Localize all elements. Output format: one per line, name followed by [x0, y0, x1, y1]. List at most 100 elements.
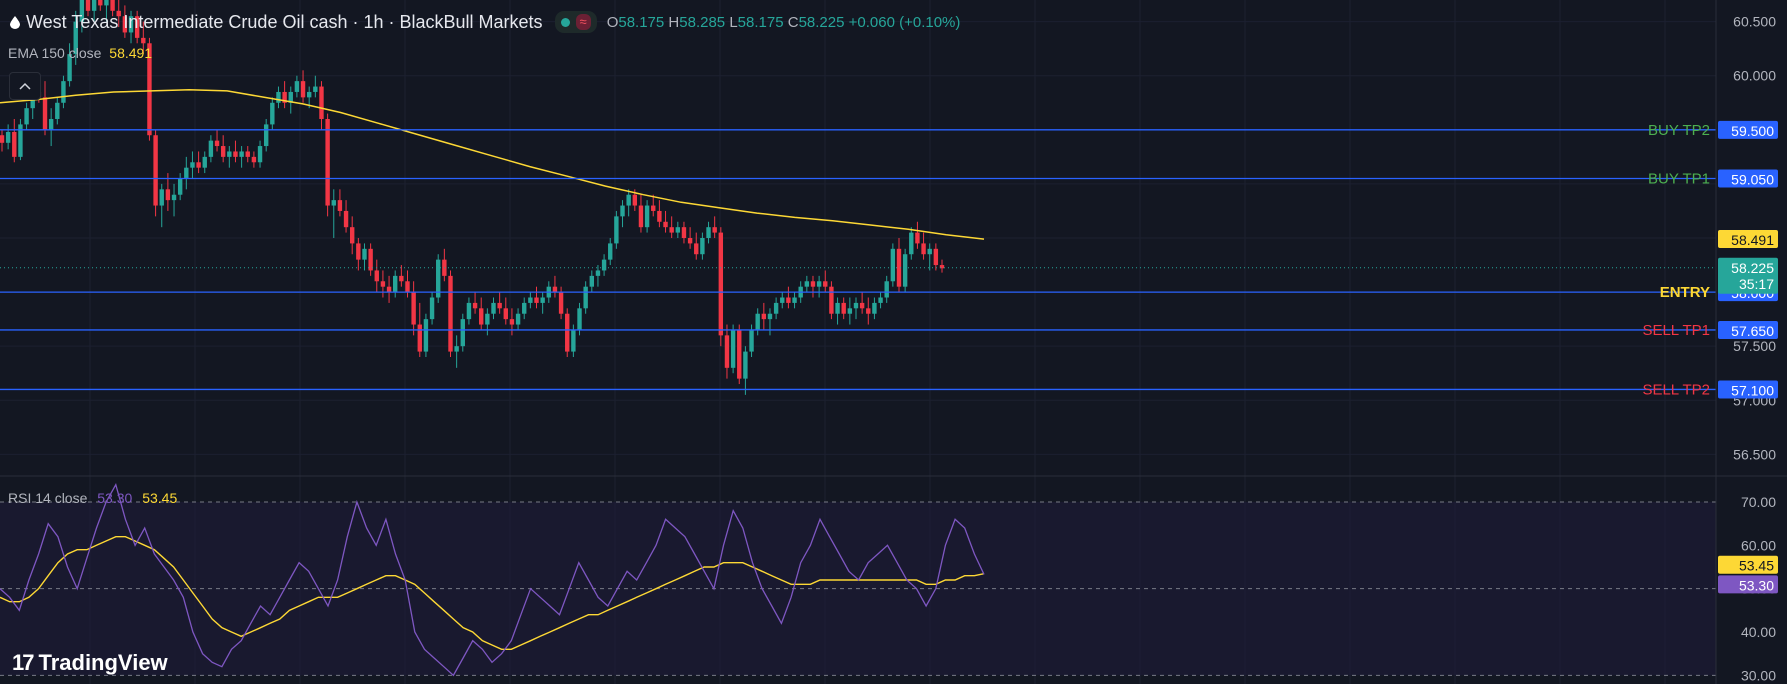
candle-body [847, 308, 853, 314]
candle [792, 292, 797, 309]
candle-body [608, 243, 613, 260]
candle-body [896, 248, 902, 287]
candle [386, 275, 392, 303]
candle [767, 308, 773, 336]
candle [153, 129, 158, 217]
candle-body [933, 248, 939, 266]
candle-body [853, 302, 859, 309]
candle-body [780, 297, 785, 303]
candle [159, 183, 164, 228]
candle [122, 5, 128, 38]
rsi-line [0, 483, 985, 677]
candle-body [823, 281, 828, 287]
candle-body [614, 216, 619, 244]
candle [442, 248, 447, 282]
candle [79, 0, 85, 33]
candle [583, 281, 588, 314]
rsi-ma-legend-value: 53.45 [142, 490, 178, 506]
level-badge: 57.100 [1718, 380, 1778, 399]
candle-body [386, 286, 392, 293]
candle [466, 297, 472, 325]
candle [460, 313, 465, 352]
tradingview-logo-text: TradingView [38, 650, 168, 675]
candle [399, 265, 404, 287]
status-glyph: ≈ [575, 14, 591, 30]
candle [233, 140, 238, 163]
candle [110, 0, 115, 17]
candle [448, 270, 453, 357]
candle-body [288, 91, 293, 103]
candle-body [104, 0, 109, 6]
candle [565, 308, 570, 357]
candle-body [540, 297, 545, 303]
candle-body [227, 151, 232, 157]
candle [866, 297, 871, 325]
candle-body [24, 108, 29, 125]
axis-badges: 59.50059.05058.00057.65057.10058.49158.2… [1718, 120, 1778, 594]
candle-body [583, 286, 588, 309]
candle-body [294, 81, 300, 92]
candle-body [110, 0, 115, 11]
candle [190, 151, 195, 179]
level-badge-text: 57.650 [1731, 323, 1774, 339]
level-badge: 59.500 [1718, 120, 1778, 139]
candle [884, 275, 889, 303]
candle [909, 227, 914, 260]
candle-body [792, 297, 797, 303]
level-badge-text: 59.050 [1731, 172, 1774, 188]
candle [177, 173, 183, 201]
candle-body [669, 227, 674, 233]
candle [423, 313, 429, 357]
candle [362, 243, 367, 271]
candle [220, 135, 226, 163]
candle-body [245, 151, 250, 157]
candle [902, 248, 908, 293]
candle-body [147, 43, 152, 136]
candle [786, 286, 791, 309]
ema-badge: 58.491 [1718, 229, 1778, 248]
candle [319, 81, 324, 130]
tradingview-logo[interactable]: 17 TradingView [12, 650, 168, 676]
candle-body [718, 232, 724, 336]
candle [712, 216, 717, 238]
candle [300, 70, 306, 103]
rsi-tick-label: 30.00 [1741, 667, 1776, 683]
candle [878, 292, 883, 309]
ema-legend[interactable]: EMA 150 close 58.491 [8, 45, 152, 61]
symbol-title[interactable]: West Texas Intermediate Crude Oil cash ·… [26, 11, 543, 32]
candle-body [884, 281, 889, 298]
rsi-legend[interactable]: RSI 14 close 53.30 53.45 [8, 490, 177, 506]
candle-body [528, 297, 533, 303]
candle [853, 297, 859, 320]
candle-body [786, 297, 791, 303]
candle [804, 275, 810, 293]
candle-body [515, 313, 521, 325]
candle-body [233, 151, 238, 157]
candle [343, 200, 349, 233]
candle [552, 275, 558, 298]
candle [620, 200, 625, 228]
rsi-legend-label: RSI 14 close [8, 490, 88, 506]
candle-body [460, 319, 465, 347]
candle [472, 292, 478, 314]
rsi-reference-lines [0, 501, 1716, 676]
candle-body [466, 302, 472, 320]
candle [411, 281, 416, 336]
candle [405, 270, 410, 298]
candle-body [552, 286, 558, 293]
candle [700, 232, 705, 260]
candle [675, 221, 681, 238]
candle-body [276, 91, 281, 103]
price-tick-label: 57.500 [1733, 338, 1776, 354]
status-pill[interactable]: ≈ [554, 11, 597, 33]
candle-body [663, 221, 668, 228]
candle-body [773, 302, 779, 314]
collapse-legend-button[interactable] [9, 72, 41, 100]
candle-body [122, 16, 128, 33]
price-tick-label: 60.000 [1733, 68, 1776, 84]
candle-body [761, 313, 767, 320]
candle [927, 243, 932, 271]
candle [73, 10, 78, 65]
candle-body [436, 259, 441, 298]
